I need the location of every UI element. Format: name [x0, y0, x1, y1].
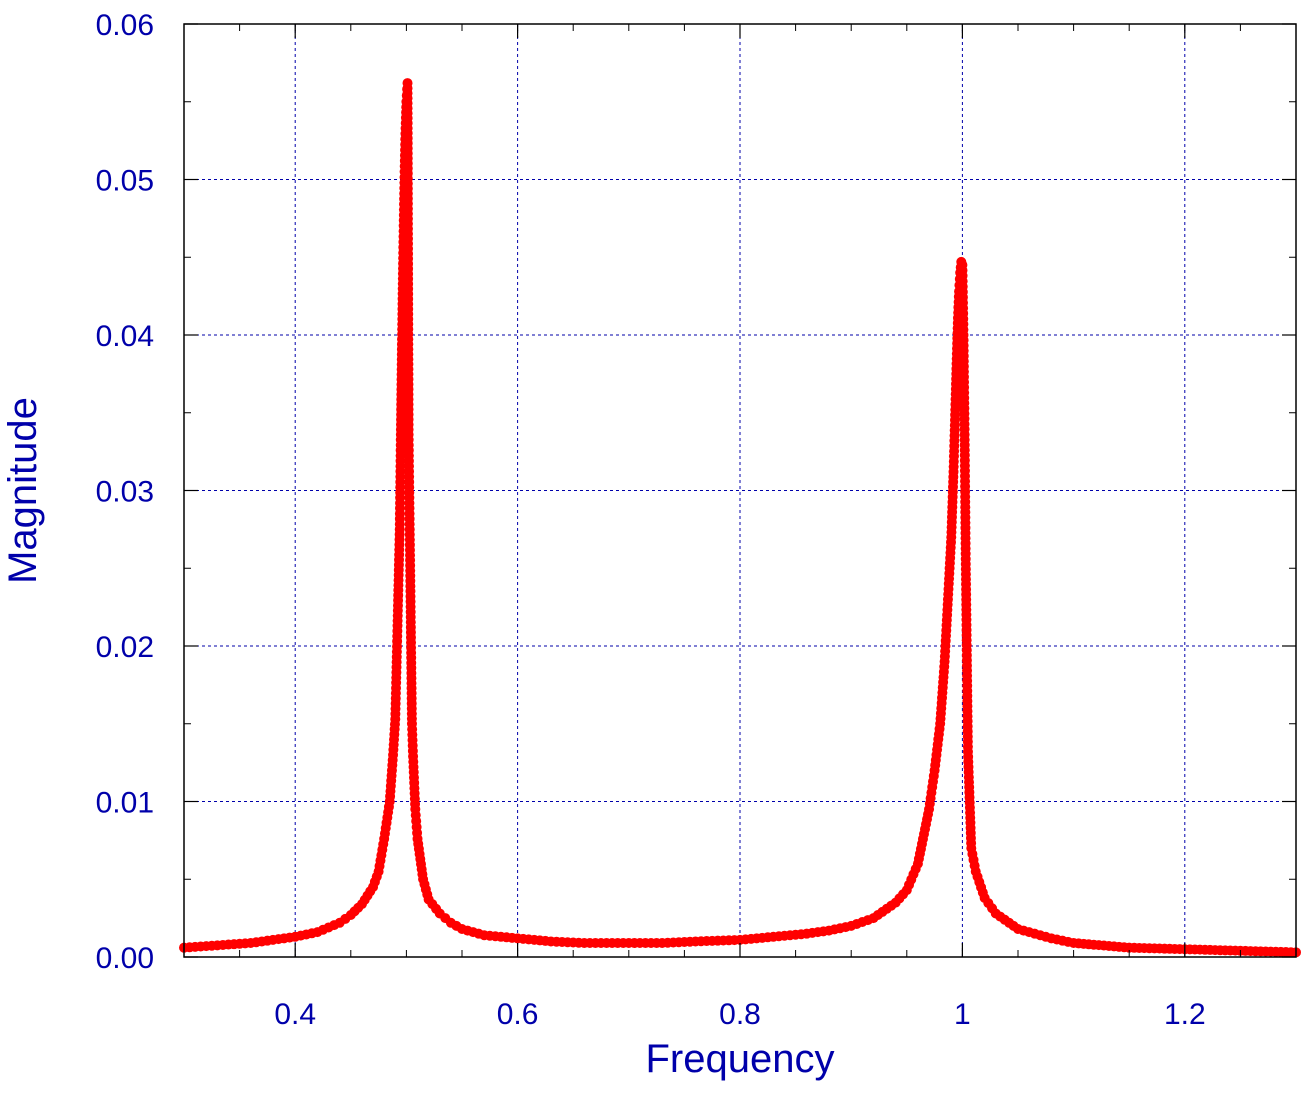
x-tick-label: 0.6: [497, 998, 539, 1031]
y-tick-label: 0.04: [96, 320, 154, 353]
y-tick-label: 0.06: [96, 9, 154, 42]
data-points: [179, 78, 1301, 958]
y-axis-tick-labels: 0.00 0.01 0.02 0.03 0.04 0.05 0.06: [96, 9, 154, 975]
grid-lines: [184, 24, 1296, 957]
x-axis-title: Frequency: [646, 1037, 835, 1081]
x-tick-label: 0.4: [274, 998, 316, 1031]
x-tick-label: 1.2: [1164, 998, 1206, 1031]
x-axis-tick-labels: 0.4 0.6 0.8 1 1.2: [274, 998, 1205, 1031]
x-tick-label: 0.8: [719, 998, 761, 1031]
y-tick-label: 0.03: [96, 476, 154, 509]
y-tick-label: 0.05: [96, 165, 154, 198]
y-axis-title: Magnitude: [1, 397, 45, 584]
y-tick-label: 0.00: [96, 942, 154, 975]
tick-marks: [183, 23, 1297, 958]
y-tick-label: 0.02: [96, 631, 154, 664]
x-tick-label: 1: [954, 998, 971, 1031]
y-tick-label: 0.01: [96, 787, 154, 820]
